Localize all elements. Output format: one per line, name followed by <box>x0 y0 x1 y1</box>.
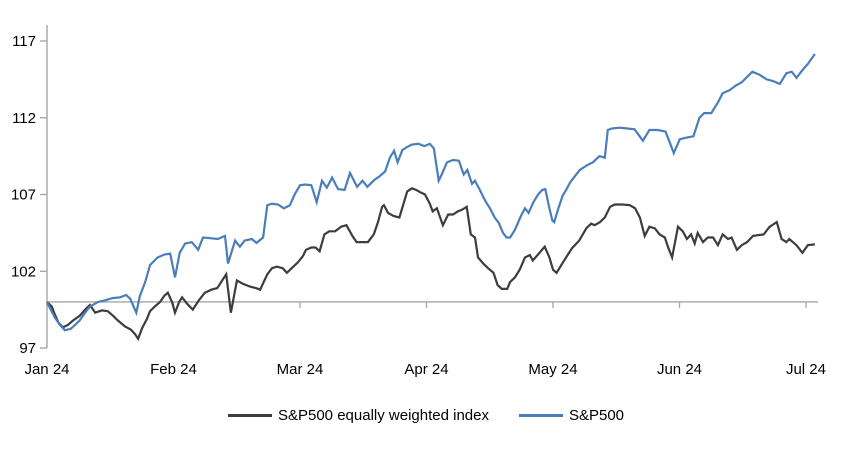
y-axis-label: 97 <box>19 340 36 357</box>
series-line-equal-weight <box>46 187 816 342</box>
x-axis-label: Mar 24 <box>277 361 324 378</box>
y-axis-label: 112 <box>12 110 36 127</box>
series-line-sp500 <box>46 53 816 332</box>
x-axis-label: May 24 <box>528 361 577 378</box>
x-axis-label: Apr 24 <box>404 361 448 378</box>
y-axis-label: 102 <box>11 263 36 280</box>
legend-label-sp500: S&P500 <box>568 407 625 424</box>
legend-line-sample-equal-weight <box>227 414 272 417</box>
x-axis-label: Jul 24 <box>786 361 826 378</box>
x-axis-label: Jan 24 <box>24 361 69 378</box>
legend-item-sp500: S&P500 <box>518 407 625 424</box>
legend: S&P500 equally weighted index S&P500 <box>0 407 852 424</box>
legend-item-equal-weight: S&P500 equally weighted index <box>227 407 489 424</box>
x-axis-label: Jun 24 <box>657 361 702 378</box>
y-axis-label: 107 <box>11 187 36 204</box>
x-axis-label: Feb 24 <box>150 361 197 378</box>
legend-line-sample-sp500 <box>518 414 563 417</box>
legend-label-equal-weight: S&P500 equally weighted index <box>277 407 489 424</box>
plot-area: Jan 24 Feb 24 Mar 24 Apr 24 May 24 Jun 24 Jul … <box>11 25 826 378</box>
y-axis-label: 117 <box>12 33 36 50</box>
